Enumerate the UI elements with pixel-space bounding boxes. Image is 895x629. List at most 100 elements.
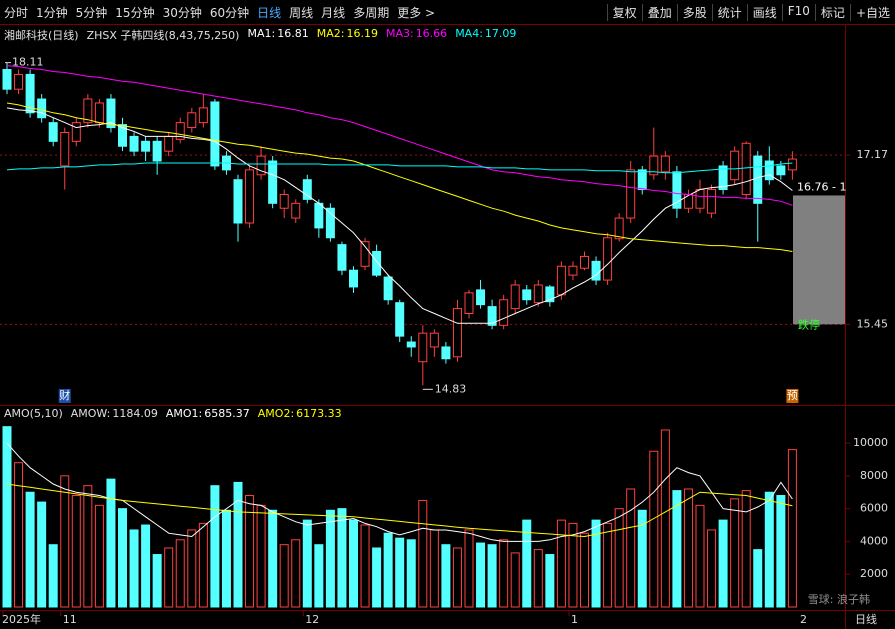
volume-header: AMO(5,10) AMOW: 1184.09 AMO1: 6585.37 AMO2… bbox=[4, 407, 342, 420]
candle-body bbox=[337, 244, 347, 271]
toolbar-button[interactable]: +自选 bbox=[849, 3, 895, 21]
volume-bar bbox=[429, 529, 439, 608]
y-tick-label: 15.45 bbox=[857, 317, 889, 330]
volume-bar bbox=[372, 547, 382, 608]
candle-body bbox=[441, 346, 451, 360]
volume-bar bbox=[118, 508, 127, 608]
toolbar-button[interactable]: 多周期 bbox=[353, 5, 390, 20]
toolbar-button[interactable]: 叠加 bbox=[641, 3, 677, 21]
candle-body bbox=[476, 289, 486, 306]
toolbar-button[interactable]: 1分钟 bbox=[36, 5, 68, 20]
volume-bar bbox=[210, 485, 220, 608]
volume-bar bbox=[94, 504, 104, 608]
legend-name: AMO1: bbox=[165, 407, 203, 420]
toolbar-right: 复权 叠加 多股 统计 画线 F10 标记 +自选 bbox=[606, 3, 895, 21]
toolbar: 分时 1分钟 5分钟 15分钟 30分钟 60分钟 日线 周线 月线 多周期 更多 > 复权 叠加 多股统… bbox=[0, 0, 895, 24]
candle-body bbox=[603, 237, 613, 281]
candle-body bbox=[349, 269, 358, 288]
toolbar-button[interactable]: 画线 bbox=[746, 3, 782, 21]
volume-bar bbox=[718, 519, 728, 608]
candle-body bbox=[695, 189, 705, 209]
toolbar-button[interactable]: 周线 bbox=[289, 5, 314, 20]
current-price-label: 16.76 - 1 bbox=[797, 180, 846, 193]
toolbar-button[interactable]: 30分钟 bbox=[162, 5, 202, 20]
candle-body bbox=[164, 135, 174, 152]
candle-body bbox=[764, 160, 774, 181]
period-label: 日线 bbox=[855, 612, 877, 626]
volume-bar bbox=[441, 544, 451, 608]
volume-bar bbox=[707, 529, 717, 608]
candle-body bbox=[256, 155, 266, 176]
candle-body bbox=[568, 265, 578, 276]
y-tick-label: 10000 bbox=[853, 436, 888, 449]
indicator-line bbox=[6, 442, 793, 542]
volume-bar bbox=[533, 549, 543, 608]
volume-bar bbox=[360, 524, 370, 608]
candle-body bbox=[314, 202, 324, 229]
candle-body bbox=[372, 251, 382, 276]
candle-body bbox=[129, 135, 139, 152]
legend-name: MA2: bbox=[316, 27, 345, 40]
legend-name: MA1: bbox=[247, 27, 276, 40]
volume-bar bbox=[60, 475, 70, 608]
candle-body bbox=[14, 73, 24, 90]
toolbar-button[interactable]: 15分钟 bbox=[115, 5, 155, 20]
volume-bar bbox=[175, 539, 185, 608]
candle-body bbox=[60, 131, 70, 167]
volume-bar bbox=[256, 504, 266, 608]
legend-name: AMOW: bbox=[70, 407, 111, 420]
volume-bar bbox=[14, 462, 24, 608]
candle-body bbox=[118, 124, 127, 147]
legend: AMO1: 6585.37 AMO2: 6173.33 bbox=[166, 407, 342, 420]
candle-body bbox=[545, 286, 555, 303]
toolbar-button[interactable]: F10 bbox=[781, 3, 815, 21]
toolbar-button[interactable]: 标记 bbox=[814, 3, 850, 21]
candle-body bbox=[198, 107, 208, 124]
volume-bar bbox=[522, 519, 532, 608]
volume-bar bbox=[591, 519, 601, 608]
volume-bar bbox=[510, 552, 520, 608]
candle-body bbox=[787, 158, 797, 171]
toolbar-button[interactable]: 分时 bbox=[4, 5, 29, 20]
price-header: 湘邮科技(日线) ZHSX 子韩四线(8,43,75,250) MA1: 16.8… bbox=[4, 27, 516, 43]
toolbar-button[interactable]: 复权 bbox=[606, 3, 642, 21]
x-tick-label: 2 bbox=[800, 613, 807, 626]
toolbar-button[interactable]: 统计 bbox=[711, 3, 747, 21]
y-tick-label: 8000 bbox=[860, 469, 888, 482]
toolbar-button[interactable]: 日线 bbox=[257, 5, 282, 20]
candle-body bbox=[2, 69, 12, 90]
candle-body bbox=[556, 265, 566, 296]
indicator-line bbox=[6, 162, 793, 174]
candle-body bbox=[48, 122, 58, 142]
volume-bar bbox=[683, 488, 693, 608]
volume-bar bbox=[279, 544, 289, 608]
candle-body bbox=[245, 169, 255, 224]
limit-label: 跌停 bbox=[798, 317, 820, 331]
toolbar-button[interactable]: 5分钟 bbox=[75, 5, 108, 20]
volume-bar bbox=[660, 429, 670, 608]
y-tick-label: 17.17 bbox=[857, 148, 889, 161]
volume-bar bbox=[83, 485, 93, 608]
candle-body bbox=[152, 140, 162, 162]
legend-name: AMO2: bbox=[257, 407, 295, 420]
candle-body bbox=[580, 255, 589, 269]
volume-bar bbox=[48, 544, 58, 608]
watermark: 雪球: 浪子韩 bbox=[808, 592, 870, 606]
volume-bar bbox=[649, 450, 659, 608]
legend-value: 16.66 bbox=[415, 27, 448, 40]
volume-bar bbox=[730, 498, 740, 608]
candle-body bbox=[429, 332, 439, 348]
toolbar-button[interactable]: 更多 > bbox=[397, 5, 436, 20]
toolbar-button[interactable]: 60分钟 bbox=[209, 5, 250, 20]
toolbar-button[interactable]: 月线 bbox=[321, 5, 346, 20]
legend-name: MA3: bbox=[385, 27, 414, 40]
toolbar-button[interactable]: 多股 bbox=[676, 3, 712, 21]
volume-bar bbox=[764, 491, 774, 608]
legend-value: 17.09 bbox=[484, 27, 517, 40]
volume-bar bbox=[614, 508, 624, 608]
legend-value: 16.81 bbox=[277, 27, 309, 40]
limit-range bbox=[793, 195, 845, 325]
volume-bar bbox=[141, 524, 151, 608]
